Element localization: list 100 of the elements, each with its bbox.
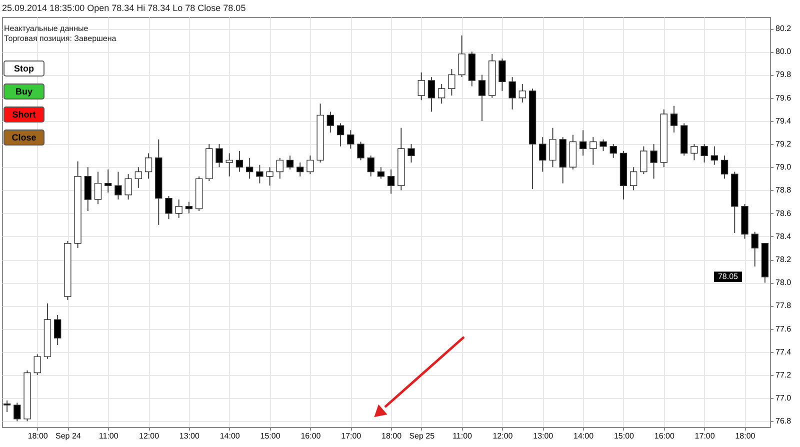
y-tick-label: 78.0 [776, 278, 792, 288]
candlestick [185, 201, 193, 214]
candlestick [650, 144, 658, 180]
candlestick [438, 83, 446, 104]
x-tick-label: Sep 25 [409, 432, 436, 440]
x-tick-label: 11:00 [98, 432, 119, 440]
y-tick-label: 78.6 [776, 208, 792, 218]
candlestick [336, 122, 344, 147]
candlestick [246, 157, 254, 180]
y-tick-label: 78.4 [776, 232, 792, 241]
y-tick-label: 79.6 [776, 93, 792, 102]
x-tick-label: 16:00 [300, 432, 322, 440]
annotation: Торговая позиция: Завершена [4, 34, 117, 43]
x-tick-label: 11:00 [452, 432, 473, 440]
candlestick [428, 76, 436, 112]
annotation: Stop [14, 64, 34, 74]
y-tick-label: 79.2 [776, 140, 792, 149]
candlestick [448, 68, 456, 96]
y-tick-label: 79.0 [776, 162, 792, 172]
candlestick [387, 168, 395, 194]
candlestick [236, 150, 244, 172]
candlestick [418, 72, 425, 101]
candlestick [296, 162, 304, 177]
annotation: Short [12, 110, 36, 120]
candlestick [539, 136, 546, 172]
candlestick [670, 105, 678, 133]
candlestick [357, 141, 364, 161]
x-tick-label: 14:00 [574, 432, 594, 440]
y-tick-label: 78.8 [776, 186, 792, 195]
candlestick [579, 130, 587, 156]
candlestick [226, 152, 233, 177]
y-tick-label: 77.8 [776, 301, 792, 310]
annotation: Close [12, 132, 36, 142]
candlestick [751, 231, 758, 267]
candlestick [498, 58, 506, 92]
candlestick [54, 314, 62, 346]
x-tick-label: 17:00 [694, 432, 716, 440]
candlestick [408, 144, 415, 164]
x-tick-label: 16:00 [654, 432, 675, 440]
annotation: Неактуальные данные [4, 24, 89, 33]
chart-title: 25.09.2014 18:35:00 Open 78.34 Hi 78.34 Lo 78 Close 78.05 [2, 3, 246, 13]
annotation: 78.05 [718, 272, 739, 281]
candlestick [326, 111, 334, 133]
y-tick-label: 80.0 [776, 47, 792, 56]
y-tick-label: 77.4 [776, 347, 792, 356]
x-tick-label: 18:00 [735, 432, 756, 440]
candlestick [306, 155, 314, 175]
x-tick-label: 13:00 [179, 432, 200, 440]
y-tick-label: 79.8 [776, 70, 792, 80]
candlestick [600, 138, 607, 152]
y-tick-label: 77.2 [776, 370, 792, 380]
x-tick-label: 15:00 [260, 432, 281, 440]
candlestick [590, 136, 597, 166]
candlestick [276, 157, 284, 180]
x-tick-label: 15:00 [614, 432, 635, 440]
y-tick-label: 76.8 [776, 416, 792, 426]
candlestick [84, 166, 92, 212]
x-tick-label: Sep 24 [56, 432, 82, 440]
x-tick-label: 13:00 [533, 432, 554, 440]
candlestick [144, 152, 152, 180]
candlestick [640, 146, 648, 175]
candlestick [286, 155, 294, 170]
x-tick-label: 17:00 [341, 432, 362, 440]
candlestick [165, 196, 172, 220]
candlestick [94, 171, 102, 205]
candlestick [175, 198, 182, 218]
candlestick [367, 155, 374, 177]
y-tick-label: 77.0 [776, 394, 792, 403]
candlestick [134, 166, 142, 188]
candlestick [104, 168, 112, 194]
y-tick-label: 77.6 [776, 324, 792, 334]
candlestick [700, 144, 708, 164]
candlestick [549, 127, 556, 168]
candlestick [720, 155, 728, 180]
candlestick [347, 130, 354, 150]
annotation: Buy [15, 86, 33, 96]
x-tick-label: 18:00 [382, 432, 402, 440]
x-tick-label: 18:00 [28, 432, 48, 440]
candlestick [690, 144, 698, 161]
candlestick [377, 166, 385, 180]
y-tick-label: 78.2 [776, 255, 792, 264]
candlestick [518, 83, 526, 103]
candlestick [610, 144, 617, 158]
candlestick [216, 144, 223, 168]
candlestick [124, 174, 132, 200]
candlestick [478, 74, 486, 122]
candlestick [266, 166, 274, 186]
x-tick-label: 12:00 [139, 432, 160, 440]
candlestick [630, 166, 638, 191]
candlestick [508, 76, 516, 110]
candlestick [710, 146, 718, 166]
candlestick [3, 400, 11, 412]
x-tick-label: 14:00 [220, 432, 240, 440]
candlestick [458, 34, 466, 78]
candlestick [14, 402, 21, 422]
candlestick [256, 164, 264, 184]
candlestick [114, 171, 122, 200]
y-tick-label: 79.4 [776, 116, 792, 126]
x-tick-label: 12:00 [492, 432, 514, 440]
y-tick-label: 80.2 [776, 24, 792, 34]
